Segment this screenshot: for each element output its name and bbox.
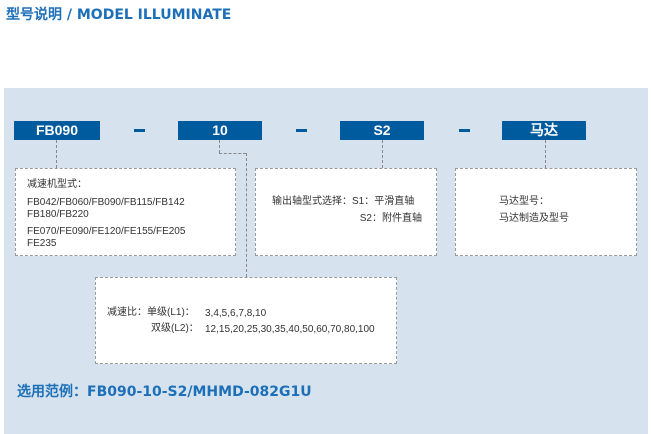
motor-line: 马达型号： [499, 196, 549, 207]
model-panel [4, 88, 648, 434]
connector-line [56, 140, 57, 168]
motor-line: 马达制造及型号 [499, 213, 569, 224]
double-stage-label: 双级(L2)： [151, 323, 199, 334]
reducer-line: FE235 [27, 238, 57, 249]
connector-line [219, 153, 246, 154]
connector-line [382, 140, 383, 168]
separator-dash [134, 129, 145, 132]
ratio-label: 减速比： [107, 307, 147, 318]
reducer-type-box: 减速机型式： FB042/FB060/FB090/FB115/FB142 FB1… [15, 168, 236, 256]
ratio-box: 减速比：单级(L1)： 3,4,5,6,7,8,10 双级(L2)： 12,15… [95, 277, 397, 364]
reducer-line: FE070/FE090/FE120/FE155/FE205 [27, 226, 186, 237]
reducer-line: FB042/FB060/FB090/FB115/FB142 [27, 197, 185, 208]
motor-type-box: 马达型号： 马达制造及型号 [455, 168, 637, 256]
connector-line [246, 153, 247, 277]
separator-dash [459, 129, 470, 132]
separator-dash [296, 129, 307, 132]
single-stage-values: 3,4,5,6,7,8,10 [205, 308, 267, 319]
example-model: 选用范例：FB090-10-S2/MHMD-082G1U [17, 384, 312, 400]
reducer-line: FB180/FB220 [27, 209, 89, 220]
code-ratio: 10 [178, 121, 262, 140]
connector-line [219, 140, 220, 153]
double-stage-values: 12,15,20,25,30,35,40,50,60,70,80,100 [205, 324, 375, 335]
single-stage-label: 单级(L1)： [147, 307, 195, 318]
shaft-line: 输出轴型式选择：S1：平滑直轴 [272, 196, 415, 207]
code-reducer: FB090 [14, 121, 100, 140]
page-title: 型号说明 / MODEL ILLUMINATE [6, 7, 232, 23]
reducer-label: 减速机型式： [27, 179, 87, 190]
shaft-line: S2：附件直轴 [359, 213, 422, 224]
shaft-type-box: 输出轴型式选择：S1：平滑直轴 S2：附件直轴 [255, 168, 437, 256]
connector-line [545, 140, 546, 168]
code-motor: 马达 [502, 121, 586, 140]
code-shaft: S2 [340, 121, 424, 140]
